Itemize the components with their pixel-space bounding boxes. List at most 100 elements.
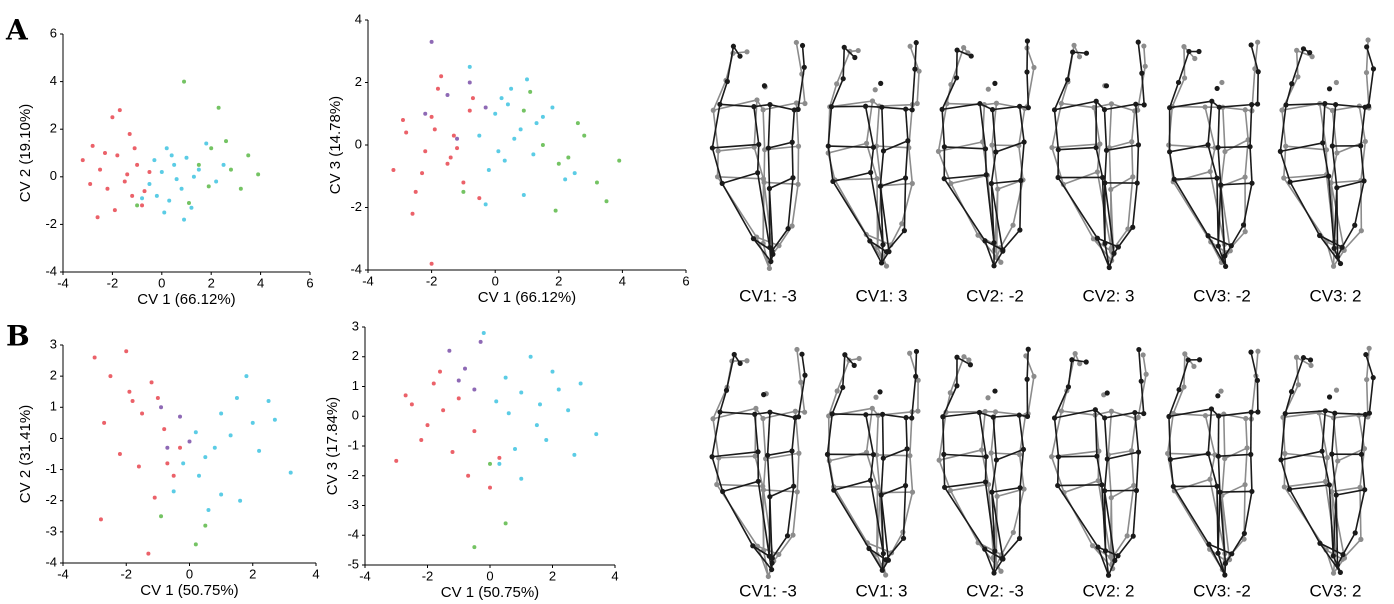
shape-node xyxy=(764,452,771,458)
shape-edge xyxy=(1053,79,1069,111)
shape-edge xyxy=(716,484,759,547)
shape-edge xyxy=(984,548,995,574)
y-tick-label: -2 xyxy=(45,216,57,231)
shape-node xyxy=(793,100,800,106)
shape-caption: CV1: -3 xyxy=(739,581,797,600)
shape-node xyxy=(1322,408,1328,414)
shape-edge xyxy=(1244,447,1248,485)
shape-node xyxy=(909,415,915,421)
point xyxy=(174,177,179,182)
shape-edge xyxy=(1284,452,1328,459)
shape-edge xyxy=(1019,449,1025,488)
shape-node xyxy=(1065,384,1072,390)
shape-edge xyxy=(1094,409,1098,457)
shape-node xyxy=(756,141,762,148)
point xyxy=(441,408,446,413)
y-axis-label: CV 3 (14.78%) xyxy=(327,96,344,194)
y-tick-label: 2 xyxy=(352,348,359,363)
point xyxy=(152,495,157,500)
shape-node xyxy=(856,355,862,362)
shape-node xyxy=(941,451,947,457)
shape-edge xyxy=(1107,560,1116,576)
shape-edge xyxy=(904,109,909,141)
point xyxy=(528,89,533,94)
shape-node xyxy=(1294,47,1300,53)
shape-node xyxy=(1300,355,1307,361)
shape-edge xyxy=(1321,410,1327,452)
shape-edge xyxy=(984,240,995,267)
shape-node xyxy=(795,106,801,112)
shape-node xyxy=(1092,407,1098,413)
shape-node xyxy=(878,260,885,266)
point xyxy=(80,158,85,163)
point xyxy=(214,179,219,184)
shape-edge xyxy=(903,177,907,231)
shape-node xyxy=(1024,376,1030,382)
shape-edge xyxy=(1053,417,1060,457)
shape-edge xyxy=(984,481,996,552)
shape-node xyxy=(1070,49,1076,55)
shape-node xyxy=(1241,536,1247,542)
point xyxy=(472,429,477,434)
shape-node xyxy=(789,448,795,454)
shape-edge xyxy=(875,415,879,455)
shape-node xyxy=(1308,362,1314,369)
shape-node xyxy=(915,408,921,414)
shape-edge xyxy=(1249,454,1253,492)
y-tick-label: 0 xyxy=(50,168,57,183)
shape-node xyxy=(795,143,802,149)
shape-node xyxy=(982,546,988,552)
shape-edge xyxy=(787,177,794,229)
shape-node xyxy=(1090,236,1097,242)
shape-node xyxy=(1215,550,1221,556)
shape-edge xyxy=(991,486,1021,493)
shape-edge xyxy=(1221,483,1246,497)
shape-node xyxy=(1214,483,1220,489)
shape-edge xyxy=(868,547,887,561)
shape-node xyxy=(1108,495,1114,501)
shape-edge xyxy=(944,146,986,150)
shape-edge xyxy=(1359,487,1362,540)
shape-edge xyxy=(1224,447,1248,460)
shape-node xyxy=(1143,371,1149,377)
panel-label: B xyxy=(6,320,30,353)
point xyxy=(391,168,396,172)
shape-edge xyxy=(1243,491,1253,534)
shape-node xyxy=(1134,180,1140,186)
shape-node xyxy=(1278,457,1284,463)
shape-node xyxy=(768,258,774,265)
shape-edge xyxy=(763,182,774,255)
x-tick-label: 2 xyxy=(549,568,556,583)
point xyxy=(216,105,221,110)
shape-node xyxy=(912,66,918,72)
shape-edge xyxy=(1218,145,1251,149)
shape-node xyxy=(1102,240,1108,246)
shape-node xyxy=(1335,458,1341,464)
shape-node xyxy=(1205,233,1211,239)
shape-edge xyxy=(1221,458,1226,496)
shape-edge xyxy=(769,103,795,111)
shape-node xyxy=(990,414,996,420)
point xyxy=(617,158,622,163)
shape-edge xyxy=(1360,141,1367,181)
shape-node xyxy=(883,572,889,578)
shape-edge xyxy=(999,224,1014,249)
point xyxy=(102,420,107,425)
point xyxy=(98,167,103,172)
shape-edge xyxy=(716,150,719,177)
shape-node xyxy=(1207,476,1213,482)
point xyxy=(124,349,129,354)
x-tick-label: 4 xyxy=(611,568,618,583)
point xyxy=(394,458,399,463)
shape-edge xyxy=(1359,145,1365,181)
point xyxy=(403,393,408,398)
shape-node xyxy=(1283,102,1289,108)
shape-edge xyxy=(1130,141,1134,177)
shape-edge xyxy=(993,414,1020,418)
shape-edge xyxy=(984,240,1004,251)
shape-node xyxy=(1135,449,1142,455)
point xyxy=(140,203,145,208)
point xyxy=(477,196,482,201)
shape-node xyxy=(1331,245,1337,251)
shape-edge xyxy=(991,492,1004,560)
